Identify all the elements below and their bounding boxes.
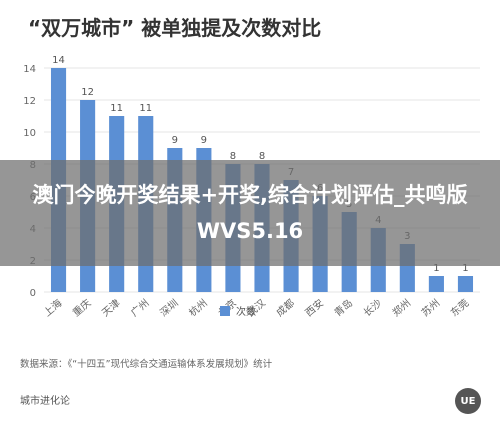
y-tick-label: 12	[23, 96, 36, 107]
data-label: 8	[259, 151, 265, 162]
legend-swatch	[220, 306, 230, 316]
y-tick-label: 10	[23, 128, 36, 139]
x-tick-label: 东莞	[448, 296, 472, 319]
x-tick-label: 杭州	[186, 296, 210, 319]
x-tick-label: 天津	[100, 297, 123, 319]
x-tick-label: 深圳	[158, 297, 181, 319]
x-tick-label: 成都	[274, 297, 297, 319]
y-tick-label: 14	[23, 64, 36, 75]
x-tick-label: 苏州	[419, 296, 443, 319]
data-label: 14	[52, 55, 65, 66]
x-tick-label: 郑州	[390, 296, 414, 319]
bar	[428, 276, 444, 292]
y-tick-label: 0	[30, 288, 36, 299]
data-label: 12	[81, 87, 94, 98]
x-tick-label: 西安	[302, 296, 326, 319]
x-tick-label: 青岛	[331, 296, 355, 319]
brand-name: 城市进化论	[20, 396, 70, 407]
legend-label: 次数	[236, 305, 256, 318]
bar	[457, 276, 474, 292]
overlay-banner: 澳门今晚开奖结果+开奖,综合计划评估_共鸣版WVS5.16	[0, 160, 500, 266]
overlay-text: 澳门今晚开奖结果+开奖,综合计划评估_共鸣版WVS5.16	[32, 183, 468, 243]
data-label: 8	[230, 151, 236, 162]
brand-logo: UE	[455, 388, 481, 414]
data-label: 9	[172, 135, 178, 146]
chart-title: “双万城市” 被单独提及次数对比	[28, 16, 322, 40]
data-label: 11	[110, 103, 123, 114]
x-tick-label: 重庆	[70, 296, 94, 319]
source-note: 数据来源：《“十四五”现代综合交通运输体系发展规划》统计	[20, 359, 273, 370]
data-label: 1	[462, 263, 468, 274]
x-tick-label: 长沙	[361, 297, 384, 319]
data-label: 9	[201, 135, 207, 146]
data-label: 1	[433, 263, 439, 274]
data-label: 11	[139, 103, 152, 114]
x-tick-label: 广州	[129, 297, 152, 319]
x-tick-label: 上海	[41, 296, 65, 319]
